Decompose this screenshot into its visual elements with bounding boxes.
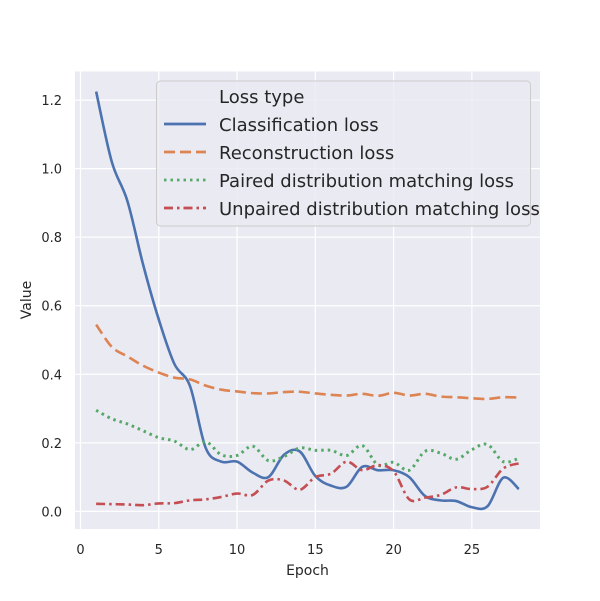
- x-tick-label: 25: [464, 543, 481, 558]
- series-line-classification-loss: [94, 91, 520, 511]
- legend: Loss type Classification loss Reconstruct…: [156, 80, 540, 227]
- x-tick-label: 20: [385, 543, 402, 558]
- y-tick-label: 0.2: [41, 437, 62, 452]
- legend-label: Classification loss: [219, 115, 379, 136]
- legend-items: Classification loss Reconstruction loss Pa…: [164, 115, 540, 220]
- series-line-reconstruction-loss: [95, 323, 519, 401]
- x-axis-label: Epoch: [286, 563, 329, 579]
- legend-label: Reconstruction loss: [219, 143, 394, 164]
- x-tick-label: 5: [155, 543, 163, 558]
- legend-label: Paired distribution matching loss: [219, 171, 514, 192]
- y-tick-label: 0.8: [41, 231, 62, 246]
- y-tick-label: 1.2: [41, 94, 62, 109]
- series-line-unpaired-distribution-matching-loss: [96, 460, 520, 507]
- x-tick-label: 10: [229, 543, 246, 558]
- y-axis-ticks: 0.0 0.2 0.4 0.6 0.8 1.0 1.2: [41, 94, 62, 520]
- y-tick-label: 0.6: [41, 300, 62, 315]
- series-lines: [94, 91, 520, 511]
- x-tick-label: 0: [76, 543, 84, 558]
- x-axis-ticks: 0 5 10 15 20 25: [76, 543, 480, 558]
- y-tick-label: 0.0: [41, 505, 62, 520]
- y-tick-label: 1.0: [41, 163, 62, 178]
- y-tick-label: 0.4: [41, 368, 62, 383]
- y-axis-label: Value: [19, 281, 35, 319]
- legend-title: Loss type: [219, 87, 304, 108]
- x-tick-label: 15: [307, 543, 324, 558]
- legend-label: Unpaired distribution matching loss: [219, 199, 540, 220]
- legend-box: [156, 80, 531, 227]
